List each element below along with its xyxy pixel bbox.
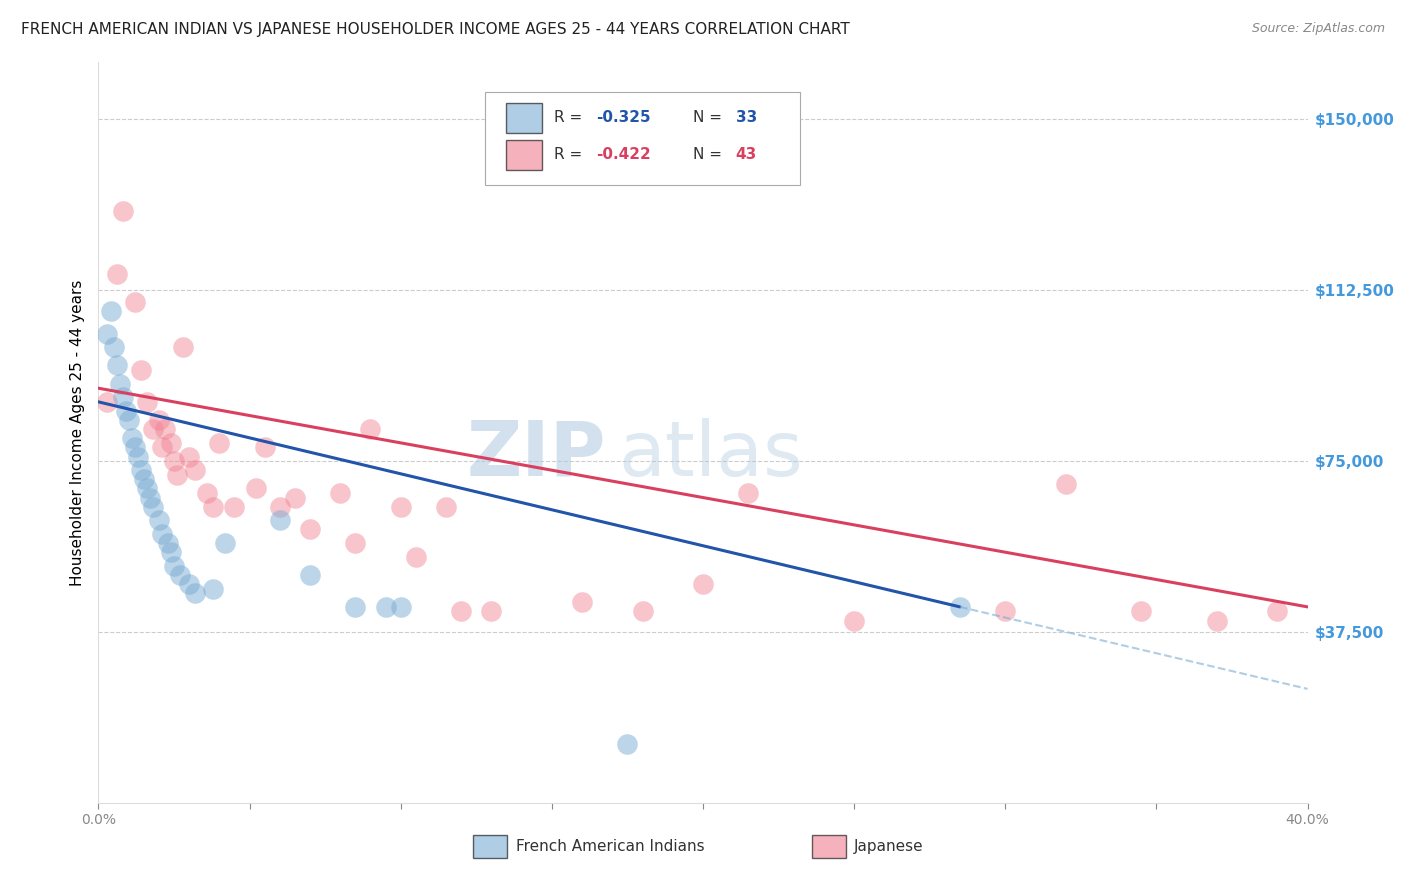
Point <box>374 599 396 614</box>
Point <box>148 513 170 527</box>
Point <box>132 472 155 486</box>
Point <box>434 500 457 514</box>
Point <box>129 463 152 477</box>
Point <box>631 604 654 618</box>
Point <box>105 359 128 373</box>
Text: ZIP: ZIP <box>467 417 606 491</box>
Point <box>389 599 412 614</box>
Point <box>114 404 136 418</box>
Point <box>208 435 231 450</box>
Point <box>184 463 207 477</box>
Text: Japanese: Japanese <box>855 839 924 854</box>
Point <box>224 500 246 514</box>
Point <box>1267 604 1289 618</box>
Point <box>166 467 188 482</box>
Point <box>118 413 141 427</box>
Point <box>160 545 183 559</box>
Point <box>949 599 972 614</box>
Point <box>253 441 276 455</box>
Text: -0.325: -0.325 <box>596 111 651 126</box>
Point <box>111 390 134 404</box>
Point <box>96 395 118 409</box>
Point <box>179 577 201 591</box>
Point <box>450 604 472 618</box>
Point <box>135 482 157 496</box>
Point <box>169 568 191 582</box>
Point <box>124 441 146 455</box>
Point <box>202 582 225 596</box>
Point <box>299 523 322 537</box>
Point <box>994 604 1017 618</box>
Point <box>284 491 307 505</box>
FancyBboxPatch shape <box>506 140 543 169</box>
Point <box>103 340 125 354</box>
Point <box>150 527 173 541</box>
Text: 33: 33 <box>735 111 756 126</box>
Text: N =: N = <box>693 111 727 126</box>
Point <box>139 491 162 505</box>
FancyBboxPatch shape <box>811 835 845 858</box>
Point <box>100 303 122 318</box>
Text: R =: R = <box>554 147 588 162</box>
Point <box>142 500 165 514</box>
Point <box>142 422 165 436</box>
Point <box>1054 476 1077 491</box>
Point <box>481 604 503 618</box>
Point <box>245 482 267 496</box>
Point <box>111 203 134 218</box>
Point <box>195 486 218 500</box>
Point <box>108 376 131 391</box>
Text: FRENCH AMERICAN INDIAN VS JAPANESE HOUSEHOLDER INCOME AGES 25 - 44 YEARS CORRELA: FRENCH AMERICAN INDIAN VS JAPANESE HOUSE… <box>21 22 849 37</box>
Point <box>184 586 207 600</box>
Point <box>269 513 291 527</box>
Point <box>344 536 367 550</box>
Point <box>571 595 593 609</box>
Point <box>214 536 236 550</box>
Point <box>121 431 143 445</box>
Point <box>127 450 149 464</box>
Point <box>1130 604 1153 618</box>
Point <box>616 737 638 751</box>
Point <box>105 268 128 282</box>
Point <box>844 614 866 628</box>
Point <box>150 441 173 455</box>
Y-axis label: Householder Income Ages 25 - 44 years: Householder Income Ages 25 - 44 years <box>69 279 84 586</box>
Point <box>163 454 186 468</box>
Text: -0.422: -0.422 <box>596 147 651 162</box>
Point <box>389 500 412 514</box>
FancyBboxPatch shape <box>474 835 508 858</box>
Point <box>1206 614 1229 628</box>
Point <box>124 294 146 309</box>
Point <box>269 500 291 514</box>
Text: R =: R = <box>554 111 588 126</box>
Point <box>179 450 201 464</box>
Text: 43: 43 <box>735 147 756 162</box>
Point <box>405 549 427 564</box>
Point <box>153 422 176 436</box>
Point <box>156 536 179 550</box>
Point <box>172 340 194 354</box>
Text: atlas: atlas <box>619 417 803 491</box>
Point <box>360 422 382 436</box>
Point <box>329 486 352 500</box>
Point <box>135 395 157 409</box>
FancyBboxPatch shape <box>485 92 800 185</box>
Point <box>129 363 152 377</box>
Text: Source: ZipAtlas.com: Source: ZipAtlas.com <box>1251 22 1385 36</box>
FancyBboxPatch shape <box>506 103 543 133</box>
Point <box>344 599 367 614</box>
Point <box>163 558 186 573</box>
Point <box>160 435 183 450</box>
Point <box>692 577 714 591</box>
Point <box>202 500 225 514</box>
Text: N =: N = <box>693 147 727 162</box>
Point <box>299 568 322 582</box>
Point <box>737 486 759 500</box>
Point <box>96 326 118 341</box>
Point <box>148 413 170 427</box>
Text: French American Indians: French American Indians <box>516 839 704 854</box>
